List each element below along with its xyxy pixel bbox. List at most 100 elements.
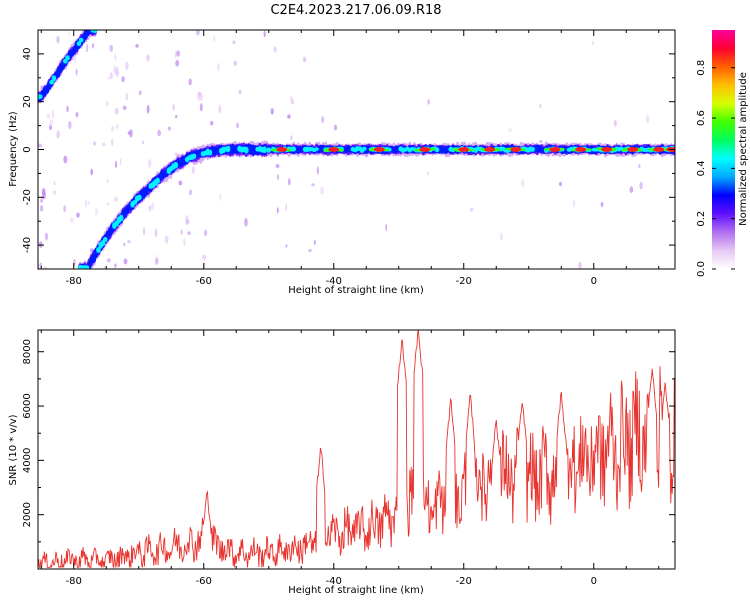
snr-panel: -80 -60 -40 -20 0 2000 4000 6000 8000 Height of… <box>8 329 676 596</box>
heatmap-ridge-cell <box>521 148 526 151</box>
heatmap-speckle <box>148 205 152 212</box>
heatmap-ridge-cell <box>173 161 179 169</box>
heatmap-speckle <box>63 155 68 164</box>
heatmap-speckle <box>106 178 110 184</box>
heatmap-speckle <box>109 72 113 79</box>
heatmap-ridge-cell <box>434 147 440 153</box>
snr-y-tick-label: 4000 <box>22 448 33 473</box>
heatmap-speckle <box>113 65 116 74</box>
heatmap-speckle <box>135 44 139 48</box>
spectrogram-x-tick-label: -40 <box>326 276 342 287</box>
heatmap-speckle <box>86 43 89 53</box>
heatmap-speckle <box>56 35 60 44</box>
heatmap-speckle <box>187 231 191 235</box>
spectrogram-y-tick-label: -20 <box>22 189 33 205</box>
heatmap-ridge-cell <box>286 149 292 152</box>
heatmap-speckle <box>202 254 207 261</box>
heatmap-speckle <box>233 60 238 66</box>
heatmap-speckle <box>43 266 47 269</box>
spectrogram-y-axis-label: Frequency (Hz) <box>8 111 19 187</box>
heatmap-speckle <box>385 223 388 232</box>
heatmap-speckle <box>40 198 43 203</box>
colorbar-tick-label: 0.0 <box>696 261 707 277</box>
heatmap-ridge-cell <box>102 237 108 242</box>
spectrogram-y-tick-labels: -40 -20 0 20 40 <box>22 48 33 254</box>
heatmap-ridge-cell <box>291 146 297 152</box>
heatmap-speckle <box>121 76 125 83</box>
heatmap-speckle <box>639 181 643 190</box>
heatmap-speckle <box>175 114 178 119</box>
heatmap-speckle <box>232 40 236 45</box>
colorbar-tick-label: 0.6 <box>696 110 707 126</box>
colorbar-tick-labels: 0.0 0.2 0.4 0.6 0.8 <box>696 60 707 277</box>
spectrogram-ticks <box>38 29 675 270</box>
heatmap-peak-spot <box>575 147 587 152</box>
snr-x-axis-label: Height of straight line (km) <box>288 585 424 596</box>
heatmap-speckle <box>106 258 111 263</box>
heatmap-speckle <box>188 78 192 86</box>
heatmap-speckle <box>106 202 110 206</box>
heatmap-ridge-cell <box>84 265 90 269</box>
heatmap-speckle <box>127 239 131 244</box>
spectrogram-x-tick-label: -80 <box>66 276 82 287</box>
heatmap-speckle <box>645 114 650 124</box>
heatmap-speckle <box>469 207 474 212</box>
heatmap-speckle <box>42 191 47 200</box>
heatmap-speckle <box>114 263 117 268</box>
colorbar-tick-label: 0.8 <box>696 60 707 76</box>
heatmap-speckle <box>107 76 110 81</box>
spectrogram-x-tick-label: -60 <box>196 276 212 287</box>
heatmap-speckle <box>40 85 44 89</box>
heatmap-speckle <box>185 219 190 225</box>
heatmap-speckle <box>68 121 72 130</box>
heatmap-speckle <box>49 124 53 131</box>
heatmap-speckle <box>95 207 98 216</box>
heatmap-peak-spot <box>373 147 385 152</box>
snr-x-tick-labels: -80 -60 -40 -20 0 <box>66 576 597 587</box>
heatmap-speckle <box>244 217 248 227</box>
heatmap-speckle <box>276 207 279 214</box>
heatmap-ridge-cell <box>468 148 474 152</box>
heatmap-ridge-cell <box>63 58 68 64</box>
heatmap-speckle <box>176 50 181 57</box>
colorbar-tick-label: 0.4 <box>696 160 707 176</box>
colorbar: 0.0 0.2 0.4 0.6 0.8 Normalized spectral ampl… <box>696 30 749 277</box>
heatmap-speckle <box>199 103 203 112</box>
heatmap-speckle <box>90 168 94 176</box>
snr-x-tick-label: 0 <box>591 576 597 587</box>
heatmap-speckle <box>157 129 162 137</box>
heatmap-ridge-cell <box>49 79 54 85</box>
heatmap-speckle <box>180 229 183 235</box>
heatmap-speckle <box>174 50 177 59</box>
heatmap-ridge-cell <box>51 75 57 82</box>
heatmap-speckle <box>146 104 150 114</box>
heatmap-speckle <box>111 138 114 147</box>
heatmap-ridge-cell <box>225 145 231 153</box>
heatmap-speckle <box>320 186 325 195</box>
snr-x-tick-label: -40 <box>326 576 342 587</box>
snr-x-tick-label: -20 <box>456 576 472 587</box>
heatmap-peak-spot <box>653 147 665 152</box>
heatmap-speckle <box>236 122 240 129</box>
heatmap-ridge-cell <box>155 177 160 184</box>
heatmap-speckle <box>123 258 128 265</box>
heatmap-speckle <box>427 99 431 105</box>
colorbar-label: Normalized spectral amplitude <box>738 72 749 226</box>
heatmap-speckle <box>500 232 503 241</box>
spectrogram-heatmap <box>38 30 675 269</box>
heatmap-speckle <box>75 68 78 76</box>
heatmap-speckle <box>76 212 80 218</box>
heatmap-speckle <box>559 181 562 187</box>
heatmap-peak-spot <box>627 147 639 152</box>
heatmap-speckle <box>188 189 193 196</box>
heatmap-ridge-cell <box>96 247 101 253</box>
heatmap-peak-spot <box>328 147 340 152</box>
heatmap-speckle <box>204 229 208 236</box>
heatmap-ridge-cell <box>314 147 319 152</box>
heatmap-speckle <box>287 114 291 119</box>
colorbar-gradient <box>712 30 735 269</box>
heatmap-speckle <box>40 204 44 212</box>
heatmap-speckle <box>66 105 69 113</box>
heatmap-speckle <box>539 139 543 143</box>
